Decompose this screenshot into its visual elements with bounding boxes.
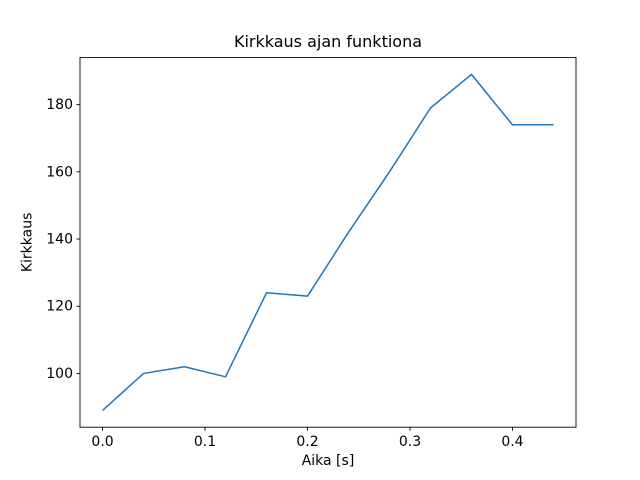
y-tick-label: 120: [46, 299, 73, 315]
y-tick-label: 100: [46, 366, 73, 382]
x-axis-label: Aika [s]: [302, 453, 355, 469]
y-tick-label: 160: [46, 164, 73, 180]
x-tick-label: 0.2: [296, 434, 318, 450]
plot-spines: [79, 57, 577, 428]
plot-area: 0.0 0.1 0.2 0.3 0.4 100 120 140 160 180: [46, 57, 577, 450]
x-tick-label: 0.0: [91, 434, 113, 450]
x-tick-label: 0.1: [194, 434, 216, 450]
x-tick-label: 0.3: [399, 434, 421, 450]
chart-title: Kirkkaus ajan funktiona: [234, 32, 422, 51]
data-line-kirkkaus: [102, 73, 554, 411]
y-tick-label: 140: [46, 232, 73, 248]
y-tick-label: 180: [46, 97, 73, 113]
y-axis-label: Kirkkaus: [20, 213, 36, 273]
x-tick-label: 0.4: [501, 434, 523, 450]
